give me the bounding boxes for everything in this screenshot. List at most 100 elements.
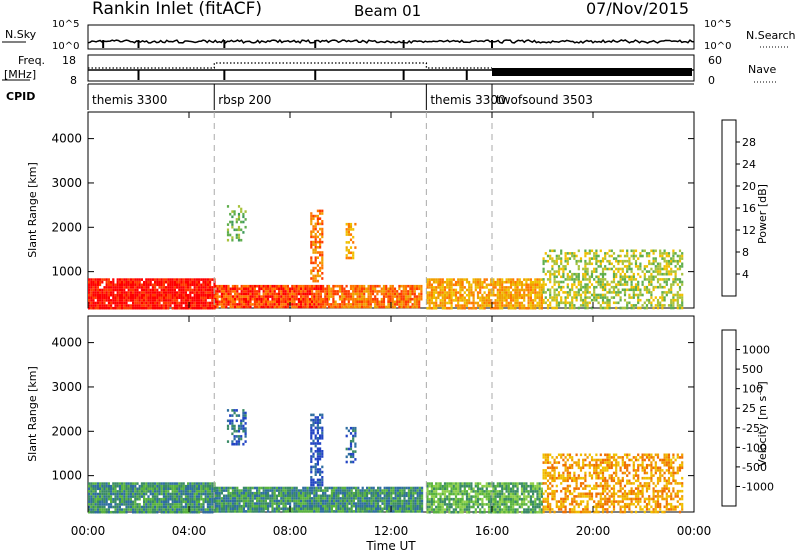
velocity-cell (125, 505, 128, 509)
velocity-cell (143, 487, 146, 491)
power-cell (560, 296, 563, 299)
velocity-cell (498, 497, 502, 501)
power-cell (127, 278, 130, 281)
power-cell (409, 290, 412, 293)
power-cell (173, 286, 176, 289)
velocity-cell (435, 484, 438, 488)
velocity-cell (401, 489, 404, 492)
velocity-cell (180, 508, 183, 511)
velocity-cell (374, 489, 377, 492)
velocity-cell (271, 486, 274, 490)
velocity-cell (251, 502, 254, 505)
power-cell (597, 296, 600, 299)
velocity-cell (289, 491, 292, 495)
power-cell (258, 290, 261, 293)
velocity-cell (461, 500, 464, 504)
power-cell (200, 301, 203, 305)
velocity-cell (121, 492, 124, 496)
power-cell (650, 280, 653, 284)
velocity-cell (184, 490, 187, 493)
velocity-cell (421, 486, 424, 490)
velocity-cell (448, 492, 451, 496)
power-cell (448, 301, 451, 305)
power-cell (615, 301, 618, 305)
power-cell (560, 259, 563, 263)
power-cell (114, 296, 117, 300)
velocity-cell (187, 503, 190, 506)
power-cell (439, 301, 442, 305)
freq-label: Freq. (18, 54, 45, 67)
power-cell (536, 280, 539, 284)
velocity-cell (459, 505, 462, 509)
power-cell (236, 290, 239, 293)
velocity-cell (143, 490, 146, 493)
power-cell (349, 246, 353, 249)
power-cell (601, 259, 605, 263)
velocity-cell (240, 510, 243, 513)
power-cell (173, 288, 176, 292)
power-cell (551, 296, 554, 299)
power-cell (105, 293, 108, 297)
velocity-cell (88, 492, 91, 496)
velocity-cell (326, 502, 329, 505)
power-cell (193, 296, 196, 300)
power-cell (634, 288, 638, 292)
velocity-cell (407, 502, 410, 505)
power-cell (371, 297, 375, 301)
velocity-cell (198, 510, 201, 514)
power-cell (398, 297, 401, 301)
power-cell (162, 280, 165, 284)
power-cell (167, 283, 170, 287)
power-cell (143, 299, 146, 302)
power-cell (169, 288, 172, 292)
power-cell (420, 284, 423, 288)
velocity-cell (202, 510, 205, 514)
power-cell (674, 272, 677, 276)
velocity-cell (377, 499, 380, 503)
power-cell (223, 292, 226, 296)
velocity-cell (322, 497, 325, 500)
velocity-cell (118, 508, 121, 511)
velocity-cell (512, 510, 515, 514)
velocity-cell (308, 499, 311, 503)
nsky-frame (87, 24, 695, 50)
power-cell (387, 305, 390, 309)
power-cell (623, 283, 627, 286)
power-cell (347, 251, 350, 255)
velocity-cell (304, 499, 307, 503)
velocity-cell (101, 505, 104, 509)
velocity-cell (394, 507, 397, 511)
power-cell (443, 293, 447, 297)
velocity-cell (101, 500, 104, 504)
power-cell (94, 296, 97, 300)
power-cell (450, 304, 453, 307)
velocity-cell (289, 486, 292, 490)
power-cell (606, 296, 609, 299)
power-cell (123, 296, 126, 300)
velocity-cell (437, 510, 440, 514)
power-cell (532, 291, 535, 294)
power-cell (432, 286, 436, 289)
velocity-cell (357, 510, 360, 513)
power-cell (316, 279, 319, 283)
power-cell (240, 228, 243, 232)
power-cell (404, 292, 408, 296)
power-cell (428, 306, 431, 310)
power-cell (481, 280, 484, 284)
power-cell (498, 301, 502, 305)
power-cell (360, 290, 364, 293)
power-cell (532, 299, 535, 302)
power-cell (505, 296, 508, 300)
velocity-cell (304, 494, 307, 498)
power-cell (579, 259, 583, 263)
velocity-cell (134, 500, 137, 504)
power-cell (498, 291, 502, 294)
velocity-cell (394, 486, 397, 490)
power-cell (315, 290, 318, 293)
velocity-cell (214, 486, 217, 490)
velocity-cell (512, 492, 515, 496)
velocity-cell (388, 510, 391, 513)
power-cell (540, 288, 543, 292)
velocity-cell (426, 487, 429, 491)
power-cell (529, 306, 532, 310)
